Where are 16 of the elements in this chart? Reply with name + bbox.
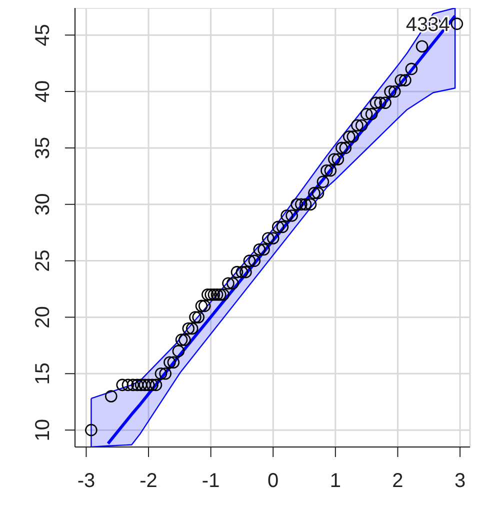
y-tick-label: 25: [32, 250, 54, 272]
y-tick-label: 20: [32, 306, 54, 328]
x-tick-label: -2: [140, 470, 158, 492]
y-tick-label: 40: [32, 80, 54, 103]
y-tick-label: 10: [32, 418, 54, 442]
x-tick-label: 1: [330, 470, 341, 492]
y-tick-label: 15: [32, 362, 54, 385]
y-tick-label: 35: [32, 136, 54, 160]
annotation: 43: [406, 14, 428, 36]
y-tick-label: 45: [32, 24, 54, 46]
x-tick-label: 3: [454, 470, 466, 492]
x-tick-label: -3: [77, 470, 96, 492]
x-tick-label: 2: [392, 470, 404, 492]
x-tick-label: 0: [268, 470, 279, 492]
x-tick-label: -1: [202, 470, 220, 492]
y-tick-label: 30: [32, 193, 54, 216]
